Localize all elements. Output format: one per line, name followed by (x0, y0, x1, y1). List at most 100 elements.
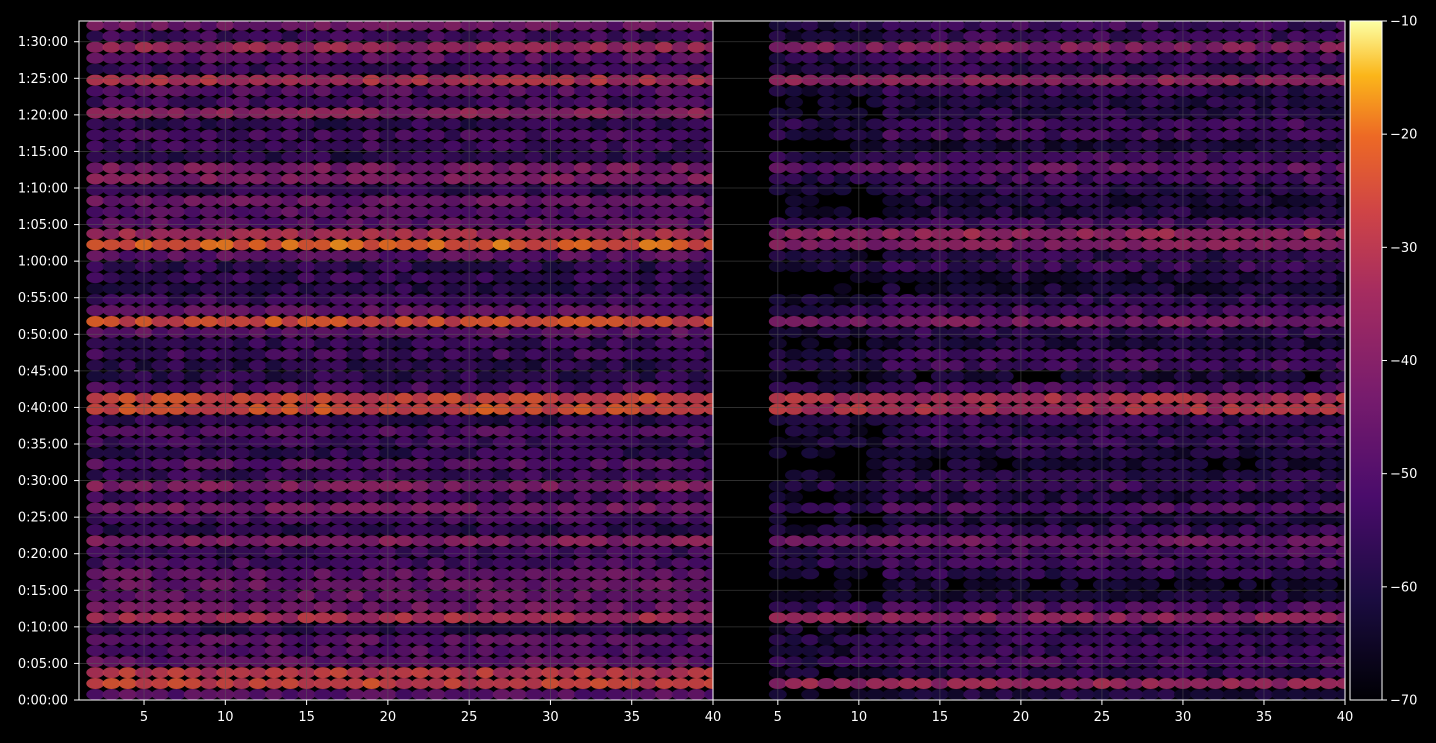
heat-cell (395, 480, 414, 492)
heat-cell (232, 689, 251, 700)
heat-cell (995, 513, 1014, 525)
heat-cell (1303, 535, 1322, 547)
heat-cell (606, 21, 625, 31)
heat-cell (183, 41, 202, 53)
y-tick-label: 0:50:00 (18, 328, 68, 343)
heat-cell (200, 294, 219, 305)
heat-cell (704, 480, 713, 492)
heat-cell (1303, 458, 1322, 470)
heat-cell (882, 667, 901, 679)
heat-cell (898, 403, 917, 415)
heat-cell (655, 623, 674, 635)
heat-cell (590, 392, 609, 404)
heat-cell (898, 590, 917, 602)
heat-cell (639, 557, 657, 569)
heat-cell (183, 21, 202, 31)
heat-cell (476, 63, 495, 75)
heat-cell (411, 403, 430, 415)
heat-cell (1125, 381, 1144, 393)
heat-cell (476, 689, 495, 700)
heat-cell (898, 239, 917, 251)
heat-cell (1157, 568, 1176, 580)
heat-cell (1044, 140, 1063, 152)
heat-cell (866, 151, 885, 163)
heat-cell (362, 337, 381, 349)
heat-cell (1319, 96, 1338, 108)
heat-cell (1125, 689, 1144, 700)
heat-cell (167, 118, 186, 130)
heat-cell (476, 524, 495, 536)
heat-cell (102, 30, 121, 42)
heat-cell (492, 601, 511, 613)
heat-cell (346, 294, 365, 305)
heat-cell (947, 261, 966, 273)
heat-cell (671, 414, 690, 426)
heat-cell (200, 623, 219, 635)
heat-cell (687, 579, 706, 591)
heat-cell (508, 392, 527, 404)
heat-cell (1109, 381, 1128, 393)
heat-cell (1271, 21, 1290, 31)
heat-cell (963, 305, 982, 316)
heat-cell (963, 74, 982, 86)
heat-cell (1076, 250, 1095, 262)
heat-cell (914, 425, 933, 437)
heat-cell (1287, 250, 1306, 262)
heat-cell (866, 414, 885, 426)
heat-cell (525, 85, 544, 97)
heat-cell (1076, 469, 1095, 481)
heat-cell (167, 667, 186, 679)
heat-cell (785, 491, 803, 503)
heat-cell (1336, 568, 1345, 580)
heat-cell (427, 151, 446, 163)
heat-cell (898, 228, 917, 240)
heat-cell (1190, 612, 1209, 624)
heat-cell (1271, 96, 1290, 108)
heat-cell (1109, 524, 1128, 536)
heat-cell (590, 41, 609, 53)
heat-cell (590, 612, 609, 624)
heat-cell (395, 590, 414, 602)
heat-cell (704, 524, 713, 536)
heat-cell (346, 579, 365, 591)
heat-cell (1271, 689, 1290, 700)
heat-cell (508, 162, 527, 174)
heat-cell (1060, 337, 1079, 349)
heat-cell (1060, 294, 1079, 305)
heat-cell (671, 458, 690, 470)
heat-cell (817, 41, 836, 53)
heat-cell (1319, 469, 1338, 481)
heat-cell (947, 206, 966, 218)
heat-cell (882, 41, 901, 53)
heat-cell (914, 535, 933, 547)
heat-cell (573, 52, 592, 64)
heat-cell (817, 623, 836, 635)
heat-cell (200, 557, 219, 569)
heat-cell (265, 151, 284, 163)
heat-cell (1141, 425, 1160, 437)
heat-cell (200, 480, 219, 492)
heat-cell (476, 425, 495, 437)
heat-cell (866, 370, 885, 382)
heat-cell (1336, 546, 1345, 558)
heat-cell (1141, 480, 1160, 492)
heat-cell (167, 283, 186, 295)
heat-cell (1157, 140, 1176, 152)
heat-cell (866, 41, 885, 53)
heat-cell (1206, 579, 1225, 591)
heat-cell (395, 261, 414, 273)
heat-cell (979, 63, 998, 75)
heat-cell (427, 107, 446, 119)
heat-cell (167, 52, 186, 64)
heat-cell (817, 239, 836, 251)
heat-cell (346, 162, 365, 174)
heat-cell (443, 348, 462, 360)
heat-cell (102, 41, 121, 53)
heat-cell (1303, 129, 1322, 141)
heat-cell (1271, 436, 1290, 448)
heat-cell (817, 392, 836, 404)
heat-cell (947, 458, 966, 470)
heat-cell (963, 403, 982, 415)
heat-cell (200, 392, 219, 404)
